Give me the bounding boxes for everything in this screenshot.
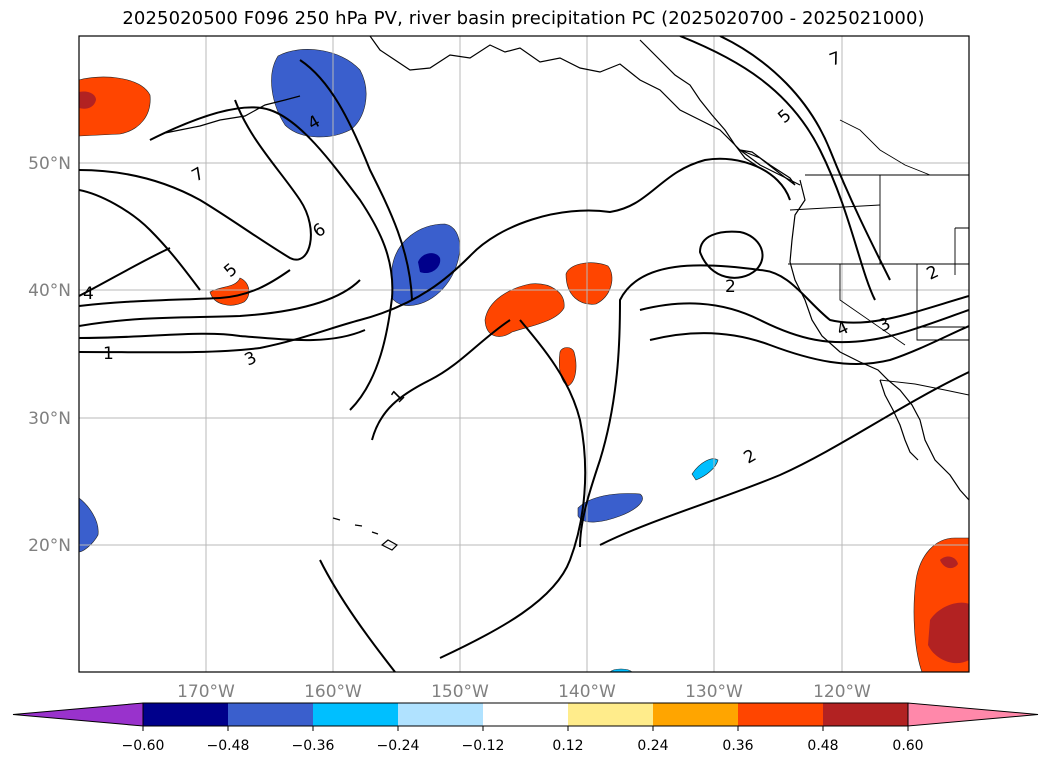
precip-negative-region-130w <box>691 458 719 481</box>
colorbar-swatch <box>228 703 313 726</box>
california-nevada-border <box>839 264 906 346</box>
lat-tick-label: 20°N <box>28 536 71 556</box>
colorbar-tick-label: 0.60 <box>892 738 923 754</box>
latitude-tick-labels: 50°N 40°N 30°N 20°N <box>28 154 71 556</box>
pv-contour-central-4 <box>649 325 969 365</box>
precip-negative-region-dateline-south <box>79 497 99 553</box>
pv-contour-south <box>319 559 396 672</box>
pv-contour-dateline-4 <box>79 189 201 291</box>
precip-positive-region-dateline <box>79 76 151 137</box>
colorbar-tick-label: 0.24 <box>637 738 668 754</box>
precip-positive-region-140w <box>565 262 613 305</box>
precip-positive-core-dateline <box>79 91 96 109</box>
gridlines <box>79 36 969 672</box>
pv-contour-2b <box>579 264 969 548</box>
colorbar-tick-label: −0.24 <box>377 738 420 754</box>
pv-contour-1b <box>439 319 587 659</box>
alaska-coastline <box>369 36 801 186</box>
plot-title: 2025020500 F096 250 hPa PV, river basin … <box>122 8 925 29</box>
political-borders <box>788 119 969 396</box>
vancouver-island <box>739 149 796 186</box>
colorbar-outline <box>142 702 909 727</box>
precip-positive-core-mexico <box>928 602 969 664</box>
lat-tick-label: 50°N <box>28 154 71 174</box>
contour-label: 2 <box>725 277 736 297</box>
map-layers: 7 4 5 6 1 3 2 7 5 2 4 3 2 1 4 <box>79 36 969 672</box>
pv-contour-upper-5 <box>79 99 312 261</box>
baja-california <box>879 379 919 461</box>
colorbar-swatches <box>12 702 1039 727</box>
lat-tick-label: 40°N <box>28 281 71 301</box>
pv-contour-closed-2 <box>698 230 764 279</box>
pv-contour-pacific-1 <box>371 319 511 441</box>
precip-negative-core-45n <box>418 253 441 274</box>
colorbar-tick-label: 0.48 <box>807 738 838 754</box>
colorbar-extend-high <box>907 702 1039 727</box>
pv-contour-1 <box>79 157 791 354</box>
colorbar-tick-label: 0.36 <box>722 738 753 754</box>
pv-contour-2 <box>599 371 969 546</box>
colorbar-tick-label: −0.48 <box>207 738 250 754</box>
colorbar-swatch <box>738 703 823 726</box>
colorbar-extend-low <box>12 702 144 727</box>
hawaii-islands <box>332 517 398 551</box>
map-background <box>79 36 969 672</box>
pv-contour-6 <box>79 247 171 297</box>
pv-contour-east-7 <box>679 36 876 301</box>
contour-label: 1 <box>103 344 114 364</box>
lon-tick-label: 120°W <box>813 682 871 702</box>
colorbar-swatch <box>653 703 738 726</box>
us-west-coast <box>789 179 969 501</box>
colorbar-tick-label: −0.12 <box>462 738 505 754</box>
colorbar-swatch <box>483 703 568 726</box>
colorbar-ticks: −0.60 −0.48 −0.36 −0.24 −0.12 0.12 0.24 0.36 0.4… <box>122 726 924 754</box>
precip-positive-core-mexico-small <box>940 556 958 569</box>
pv-contour-upper-6 <box>149 106 394 411</box>
colorbar-swatch <box>313 703 398 726</box>
contour-label: 4 <box>83 284 94 304</box>
canada-interior-border <box>839 119 931 176</box>
colorbar-swatch <box>568 703 653 726</box>
pv-contour-central-3 <box>639 302 969 344</box>
mexico-border <box>879 379 969 396</box>
longitude-tick-labels: 170°W 160°W 150°W 140°W 130°W 120°W <box>177 682 871 702</box>
pv-contour-east-5 <box>719 36 891 281</box>
pv-contour-5 <box>79 269 291 307</box>
colorbar-swatch <box>823 703 908 726</box>
colorbar-swatch <box>143 703 228 726</box>
coastlines <box>149 36 969 551</box>
pv-contours <box>79 36 969 672</box>
lon-tick-label: 170°W <box>177 682 235 702</box>
lon-tick-label: 150°W <box>431 682 489 702</box>
pv-contour-3 <box>79 329 366 342</box>
precip-negative-region-25n <box>577 493 643 523</box>
colorbar-swatch <box>398 703 483 726</box>
lon-tick-label: 160°W <box>304 682 362 702</box>
pv-contour-4 <box>79 279 361 327</box>
pv-contour-upper-7 <box>299 59 413 301</box>
bc-islands <box>639 39 761 169</box>
lat-tick-label: 30°N <box>28 409 71 429</box>
lon-tick-label: 130°W <box>685 682 743 702</box>
arizona-border <box>916 264 969 341</box>
colorbar-tick-label: −0.60 <box>122 738 165 754</box>
map-frame <box>78 35 970 673</box>
colorbar-tick-label: −0.36 <box>292 738 335 754</box>
colorbar-tick-label: 0.12 <box>552 738 583 754</box>
idaho-border <box>954 227 969 275</box>
oregon-washington-border <box>789 204 881 211</box>
lon-tick-label: 140°W <box>558 682 616 702</box>
aleutian-islands <box>149 95 301 141</box>
